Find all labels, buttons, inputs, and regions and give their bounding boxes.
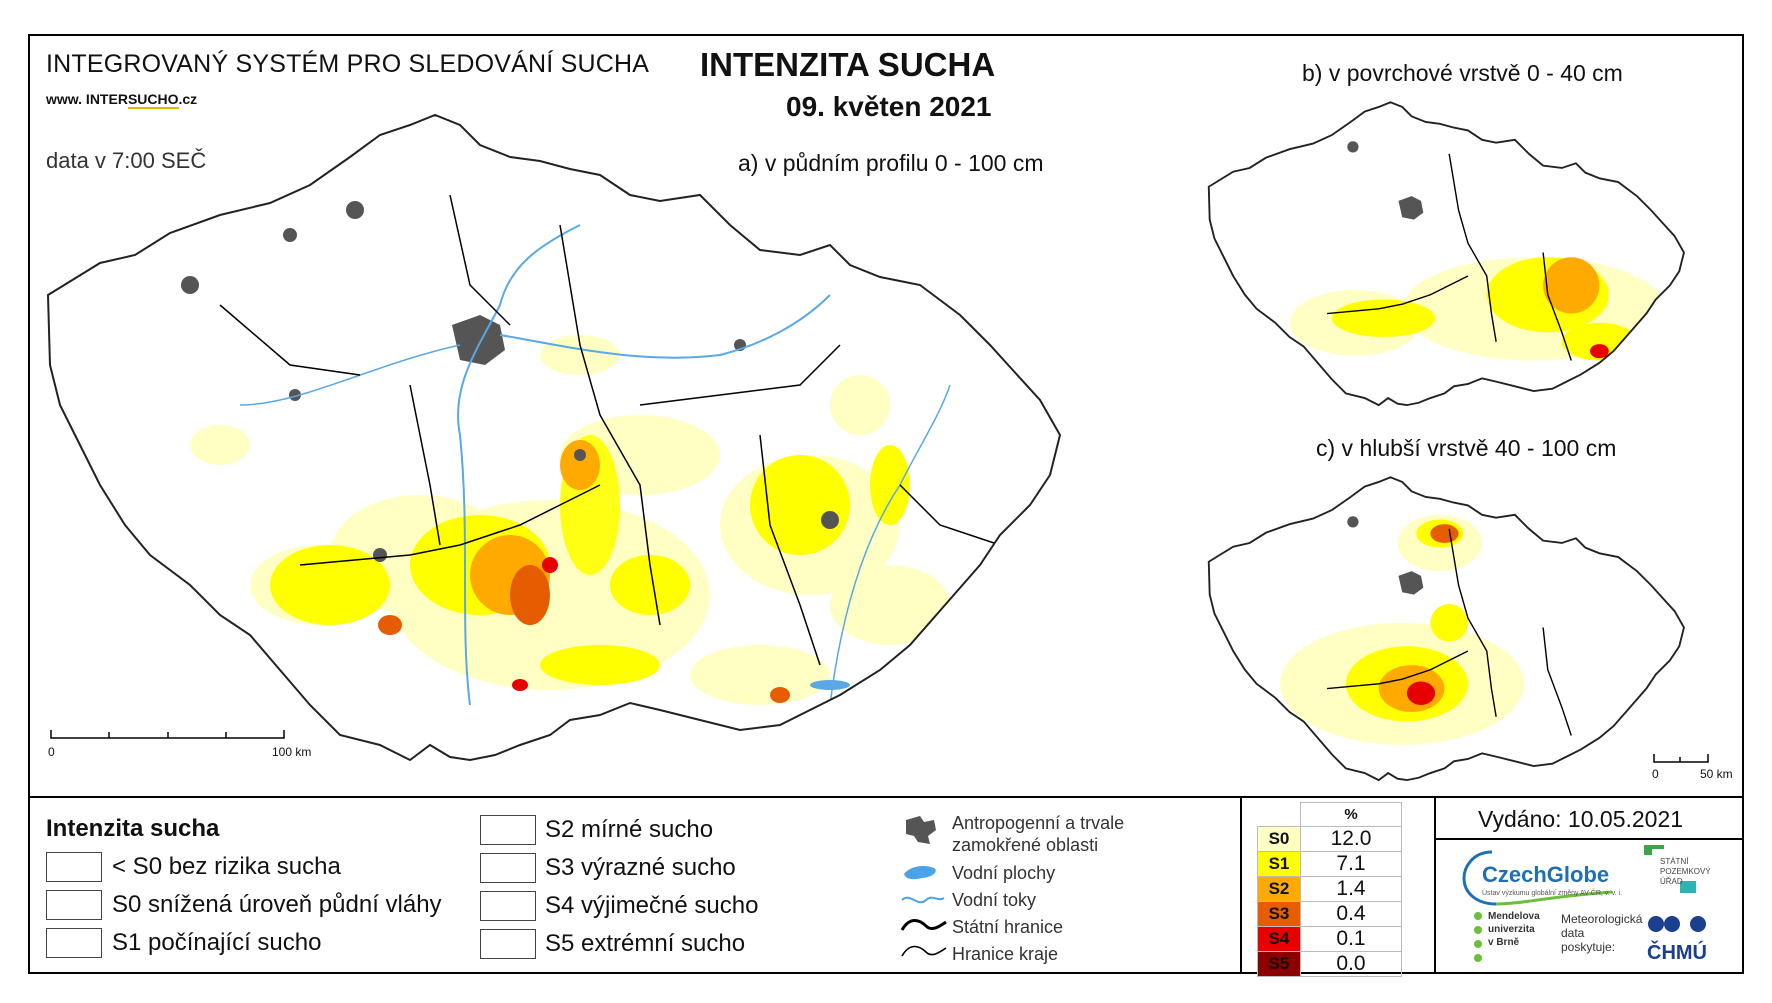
feature-legend-icons	[900, 816, 947, 957]
czechglobe-logo	[1462, 850, 1613, 906]
czechglobe-name: CzechGlobe	[1482, 862, 1610, 887]
deep-layer-map	[1207, 476, 1685, 782]
chmu-logo-mark	[1648, 916, 1706, 932]
region-border-label: Hranice kraje	[952, 944, 1059, 964]
czechglobe-subtitle: Ústav výzkumu globální změny AV ČR, v. v…	[1482, 890, 1623, 897]
legend-swatch-s0	[46, 890, 102, 920]
water-body-icon	[904, 866, 936, 880]
map-a-subtitle: a) v půdním profilu 0 - 100 cm	[738, 150, 1044, 176]
mendel-name: Mendelova univerzita v Brně	[1488, 911, 1540, 948]
legend-swatch-none	[46, 852, 102, 882]
legend-label: S1 počínající sucho	[112, 929, 322, 956]
legend-divider-1	[1240, 798, 1242, 974]
water-body-label: Vodní plochy	[952, 863, 1056, 883]
river-label: Vodní toky	[952, 890, 1037, 910]
legend-label: S4 výjimečné sucho	[545, 892, 759, 919]
small-scale-bar	[1653, 754, 1709, 763]
percent-row: S4 0.1	[1257, 926, 1402, 952]
percent-table: % S0 12.0 S1 7.1 S2 1.4 S3 0.4 S4 0.1 S5 0.0	[1257, 802, 1402, 977]
legend-title: Intenzita sucha	[46, 815, 220, 842]
main-drought-map	[46, 113, 1062, 762]
main-scale-bar	[50, 730, 285, 739]
percent-row: S5 0.0	[1257, 951, 1402, 977]
map-c-subtitle: c) v hlubší vrstvě 40 - 100 cm	[1316, 435, 1617, 461]
mendel-logo-dots	[1474, 912, 1482, 962]
legend-label: S0 snížená úroveň půdní vláhy	[112, 891, 442, 918]
legend-label: S5 extrémní sucho	[545, 930, 746, 957]
percent-header: %	[1300, 802, 1402, 827]
region-border-icon	[901, 945, 947, 957]
legend-separator	[28, 796, 1744, 798]
urban-area-label: Antropogenní a trvale zamokřené oblasti	[952, 813, 1125, 855]
meteo-data-text: Meteorologická data poskytuje:	[1561, 912, 1643, 954]
legend-swatch-s2	[480, 815, 536, 845]
spu-name: STÁTNÍ POZEMKOVÝ ÚŘAD	[1660, 857, 1711, 886]
percent-row: S1 7.1	[1257, 851, 1402, 877]
system-title: INTEGROVANÝ SYSTÉM PRO SLEDOVÁNÍ SUCHA	[46, 50, 650, 78]
issued-date: Vydáno: 10.05.2021	[1478, 806, 1684, 832]
website-link[interactable]: www. INTERSUCHO.cz	[46, 91, 198, 109]
small-scale-end: 50 km	[1700, 767, 1733, 781]
percent-row: S2 1.4	[1257, 876, 1402, 902]
spu-logo	[1644, 845, 1696, 893]
state-border-label: Státní hranice	[952, 917, 1064, 937]
urban-area-icon	[906, 816, 936, 844]
legend-label: S3 výrazné sucho	[545, 854, 736, 881]
legend-swatch-s1	[46, 928, 102, 958]
chmu-name: ČHMÚ	[1647, 942, 1707, 964]
legend-swatch-s5	[480, 929, 536, 959]
legend-swatch-s3	[480, 853, 536, 883]
percent-row: S0 12.0	[1257, 826, 1402, 852]
legend-label: S2 mírné sucho	[545, 816, 714, 843]
legend-label: < S0 bez rizika sucha	[112, 853, 341, 880]
legend-divider-2	[1434, 798, 1436, 974]
page-title: INTENZITA SUCHA	[700, 46, 996, 83]
legend-swatch-s4	[480, 891, 536, 921]
surface-layer-map	[1207, 101, 1685, 407]
percent-row: S3 0.4	[1257, 901, 1402, 927]
river-icon	[901, 896, 945, 904]
map-frame	[28, 34, 1744, 974]
map-b-subtitle: b) v povrchové vrstvě 0 - 40 cm	[1302, 60, 1623, 86]
state-border-icon	[900, 919, 947, 931]
data-time: data v 7:00 SEČ	[46, 148, 207, 173]
map-date: 09. květen 2021	[786, 91, 992, 122]
small-scale-start: 0	[1652, 767, 1659, 781]
main-scale-end: 100 km	[272, 745, 312, 759]
main-scale-start: 0	[48, 745, 55, 759]
issued-separator	[1436, 838, 1744, 840]
